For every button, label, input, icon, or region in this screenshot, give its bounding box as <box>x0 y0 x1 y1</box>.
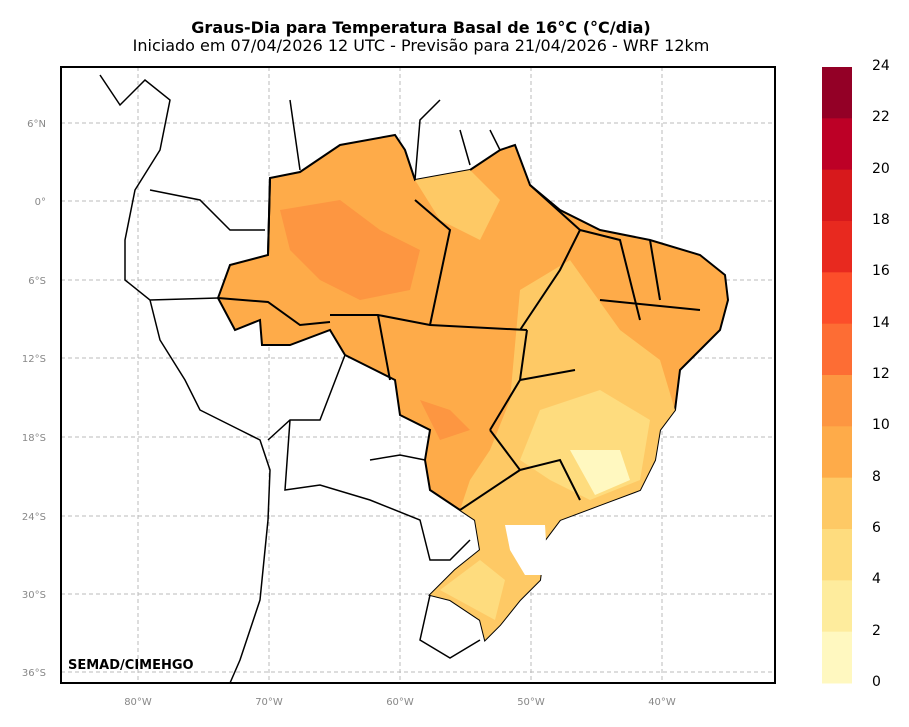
colorbar-segment <box>822 477 852 530</box>
colorbar-segment <box>822 375 852 427</box>
lon-label: 70°W <box>255 697 283 708</box>
lon-label: 40°W <box>648 697 676 708</box>
colorbar-segment <box>822 631 852 684</box>
lat-label: 18°S <box>22 433 46 444</box>
lat-label: 36°S <box>22 668 46 679</box>
lat-label: 24°S <box>22 512 46 523</box>
colorbar-segment <box>822 221 852 273</box>
colorbar-label: 2 <box>872 622 881 639</box>
colorbar-label: 16 <box>872 263 890 280</box>
map-frame <box>60 66 776 684</box>
colorbar-label: 22 <box>872 109 890 126</box>
lat-label: 0° <box>35 197 46 208</box>
lat-label: 12°S <box>22 354 46 365</box>
colorbar-label: 24 <box>872 58 890 74</box>
colorbar <box>822 67 852 684</box>
colorbar-segment <box>822 426 852 479</box>
colorbar-label: 0 <box>872 674 881 690</box>
colorbar-segment <box>822 67 852 119</box>
lon-label: 60°W <box>386 697 414 708</box>
colorbar-label: 12 <box>872 366 890 382</box>
colorbar-segment <box>822 169 852 222</box>
brazil-field <box>216 133 730 642</box>
colorbar-segment <box>822 323 852 376</box>
lon-label: 50°W <box>517 697 545 708</box>
colorbar-label: 6 <box>872 520 881 536</box>
colorbar-label: 8 <box>872 468 881 485</box>
map-subtitle: Iniciado em 07/04/2026 12 UTC - Previsão… <box>132 36 710 55</box>
colorbar-label: 20 <box>872 160 890 177</box>
credit-label: SEMAD/CIMEHGO <box>68 658 194 673</box>
lon-label: 80°W <box>124 697 152 708</box>
colorbar-segment <box>822 580 852 633</box>
lat-label: 6°S <box>28 276 46 287</box>
colorbar-label: 4 <box>872 571 881 588</box>
lat-label: 30°S <box>22 590 46 601</box>
colorbar-segment <box>822 272 852 325</box>
lat-labels: 6°N 0° 6°S 12°S 18°S 24°S 30°S 36°S <box>22 119 46 679</box>
lon-labels: 80°W 70°W 60°W 50°W 40°W <box>124 697 676 708</box>
borders <box>99 74 701 684</box>
colorbar-segment <box>822 529 852 581</box>
map-title: Graus-Dia para Temperatura Basal de 16°C… <box>191 18 651 37</box>
colorbar-segment <box>822 118 852 171</box>
colorbar-label: 18 <box>872 212 890 228</box>
colorbar-label: 14 <box>872 314 890 331</box>
colorbar-label: 10 <box>872 417 890 434</box>
lat-label: 6°N <box>27 119 46 130</box>
